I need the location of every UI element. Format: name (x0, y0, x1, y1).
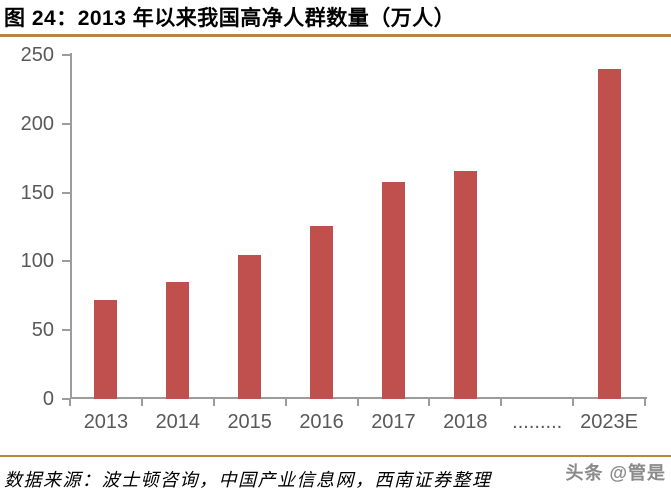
y-axis-tick-label: 100 (20, 250, 54, 273)
bar-2017 (381, 181, 405, 399)
x-axis-tick (356, 399, 359, 406)
x-axis-tick (500, 399, 503, 406)
y-axis-tick-label: 200 (20, 112, 54, 135)
bar-2018 (453, 170, 477, 399)
x-axis-tick (284, 399, 287, 406)
x-axis-tick (572, 399, 575, 406)
x-axis-label: 2016 (299, 411, 344, 433)
bar-2016 (310, 225, 334, 399)
x-axis-tick (644, 399, 646, 406)
y-axis-tick-label: 250 (20, 44, 54, 66)
footer-divider-line (0, 455, 671, 457)
title-divider-line (0, 34, 671, 37)
y-axis-tick (62, 329, 71, 332)
y-axis-tick (62, 398, 71, 400)
bar-2013 (94, 299, 118, 399)
y-axis-tick-label: 0 (42, 388, 54, 410)
x-axis-label: ......... (512, 411, 563, 433)
source-note: 数据来源：波士顿咨询，中国产业信息网，西南证券整理 (4, 470, 492, 490)
x-axis-label: 2017 (371, 411, 416, 433)
watermark: 头条 @管是 (565, 463, 666, 483)
x-axis-label: 2023E (580, 411, 638, 433)
x-axis-label: 2013 (83, 411, 129, 433)
x-axis-tick (69, 399, 71, 406)
x-axis-tick (140, 399, 143, 406)
x-axis-tick (428, 399, 431, 406)
plot-area (70, 53, 647, 399)
x-axis-label: 2018 (443, 411, 488, 433)
x-axis-tick (212, 399, 215, 406)
y-axis-tick (62, 122, 71, 125)
y-axis-tick-label: 150 (20, 181, 54, 204)
y-axis-tick (62, 191, 71, 194)
figure-title: 图 24：2013 年以来我国高净人群数量（万人） (4, 7, 456, 30)
bar-2014 (166, 282, 190, 399)
y-axis-tick (62, 54, 71, 56)
bar-2023E (597, 68, 621, 399)
y-axis-tick (62, 260, 71, 263)
y-axis-tick-label: 50 (31, 319, 54, 342)
x-axis-label: 2015 (227, 411, 272, 433)
bar-2015 (238, 254, 262, 399)
x-axis-label: 2014 (155, 411, 201, 433)
